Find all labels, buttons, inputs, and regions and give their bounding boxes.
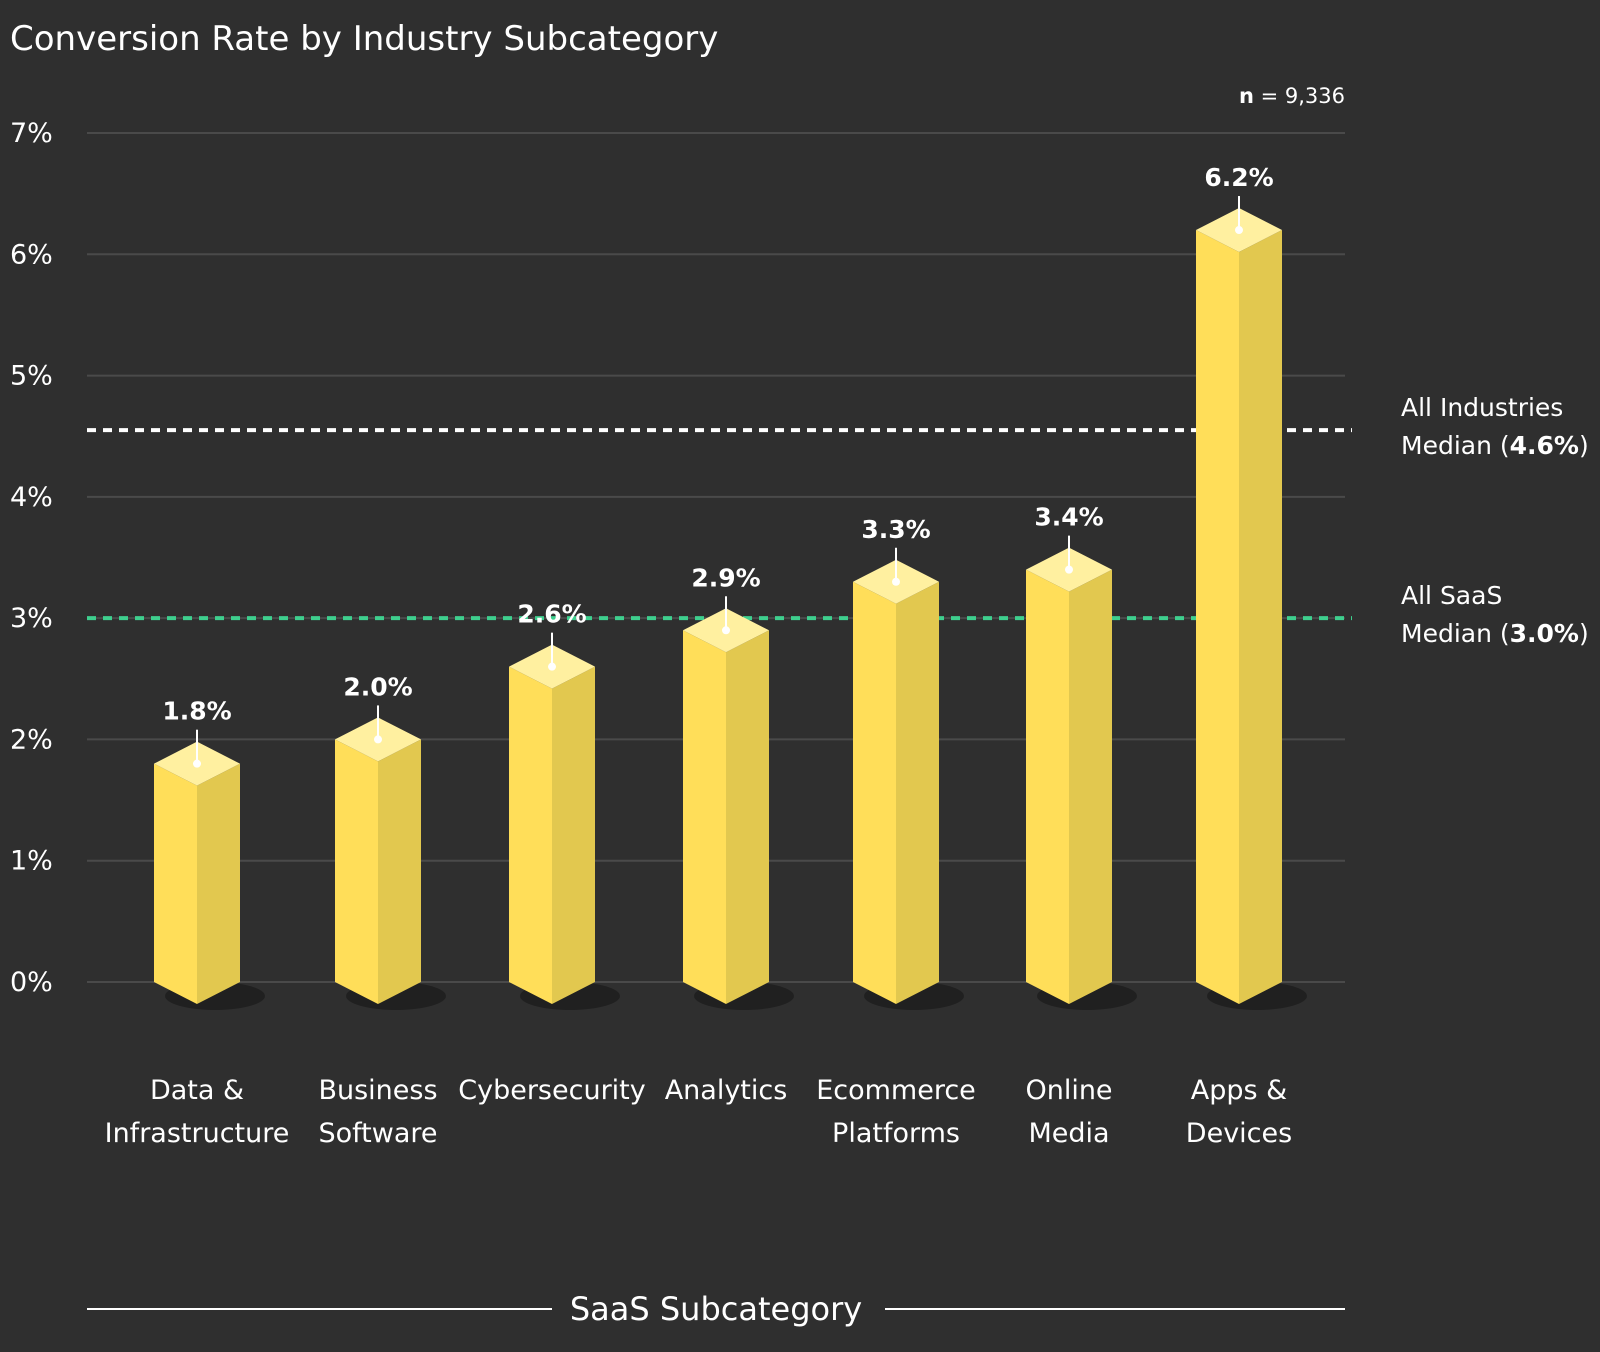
- bar-value-label: 2.9%: [691, 563, 760, 592]
- value-leader-dot: [722, 626, 730, 635]
- bar-value-label: 3.4%: [1034, 503, 1103, 532]
- bar-side-face: [726, 630, 769, 1004]
- category-label: Cybersecurity: [458, 1075, 646, 1106]
- reference-label-line1: All SaaS: [1401, 581, 1502, 610]
- category-label: Online Media: [1025, 1075, 1112, 1149]
- category-label: Analytics: [665, 1075, 788, 1106]
- category-labels: Data & Infrastructure Business Software Cybe…: [105, 1075, 1293, 1149]
- bar-value-label: 2.6%: [517, 600, 586, 629]
- reference-label-line1: All Industries: [1401, 393, 1563, 422]
- bar-front-face: [683, 630, 726, 1004]
- reference-label-line2: Median (4.6%): [1401, 431, 1589, 460]
- sample-size: n = 9,336: [1239, 84, 1345, 108]
- value-leader-dot: [548, 662, 556, 671]
- y-axis-ticks: 0% 1% 2% 3% 4% 5% 6% 7%: [10, 118, 53, 998]
- bar-front-face: [1026, 569, 1069, 1004]
- value-leader-dot: [1065, 565, 1073, 574]
- bar-front-face: [509, 666, 552, 1004]
- bar-side-face: [378, 739, 421, 1004]
- y-tick-label: 6%: [10, 239, 53, 270]
- bar-side-face: [1239, 230, 1282, 1004]
- bars: [154, 196, 1307, 1010]
- sample-size-value: 9,336: [1285, 84, 1345, 108]
- value-leader-dot: [1235, 226, 1243, 235]
- bar-front-face: [853, 581, 896, 1004]
- sample-size-label: n: [1239, 84, 1254, 108]
- bar-value-label: 6.2%: [1204, 163, 1273, 192]
- bar-side-face: [197, 763, 240, 1004]
- bar: [1026, 535, 1137, 1010]
- bar-side-face: [1069, 569, 1112, 1004]
- bar-front-face: [1196, 230, 1239, 1004]
- y-tick-label: 0%: [10, 967, 53, 998]
- y-tick-label: 3%: [10, 603, 53, 634]
- bar-front-face: [154, 763, 197, 1004]
- bar-side-face: [896, 581, 939, 1004]
- value-leader-dot: [374, 735, 382, 744]
- value-leader-dot: [892, 577, 900, 586]
- category-label: Data & Infrastructure: [105, 1075, 290, 1149]
- x-axis-title: SaaS Subcategory: [570, 1290, 862, 1328]
- reference-labels: All Industries Median (4.6%) All SaaS Media…: [1401, 393, 1589, 648]
- y-tick-label: 5%: [10, 361, 53, 392]
- y-tick-label: 7%: [10, 118, 53, 149]
- bar: [683, 596, 794, 1010]
- bar: [154, 729, 265, 1010]
- bar-side-face: [552, 666, 595, 1004]
- bar: [853, 547, 964, 1010]
- y-tick-label: 1%: [10, 846, 53, 877]
- chart-title: Conversion Rate by Industry Subcategory: [10, 19, 718, 59]
- bar-front-face: [335, 739, 378, 1004]
- category-label: Apps & Devices: [1186, 1075, 1292, 1149]
- bar-value-label: 1.8%: [162, 697, 231, 726]
- category-label: Ecommerce Platforms: [816, 1075, 976, 1149]
- bar-value-label: 2.0%: [343, 672, 412, 701]
- y-tick-label: 2%: [10, 724, 53, 755]
- bar-value-label: 3.3%: [861, 515, 930, 544]
- y-tick-label: 4%: [10, 482, 53, 513]
- value-labels: 1.8% 2.0% 2.6% 2.9% 3.3% 3.4% 6.2%: [162, 163, 1273, 726]
- bar: [1196, 196, 1307, 1010]
- value-leader-dot: [193, 759, 201, 768]
- reference-label-line2: Median (3.0%): [1401, 619, 1589, 648]
- bar: [335, 705, 446, 1010]
- category-label: Business Software: [318, 1075, 437, 1149]
- bar: [509, 632, 620, 1010]
